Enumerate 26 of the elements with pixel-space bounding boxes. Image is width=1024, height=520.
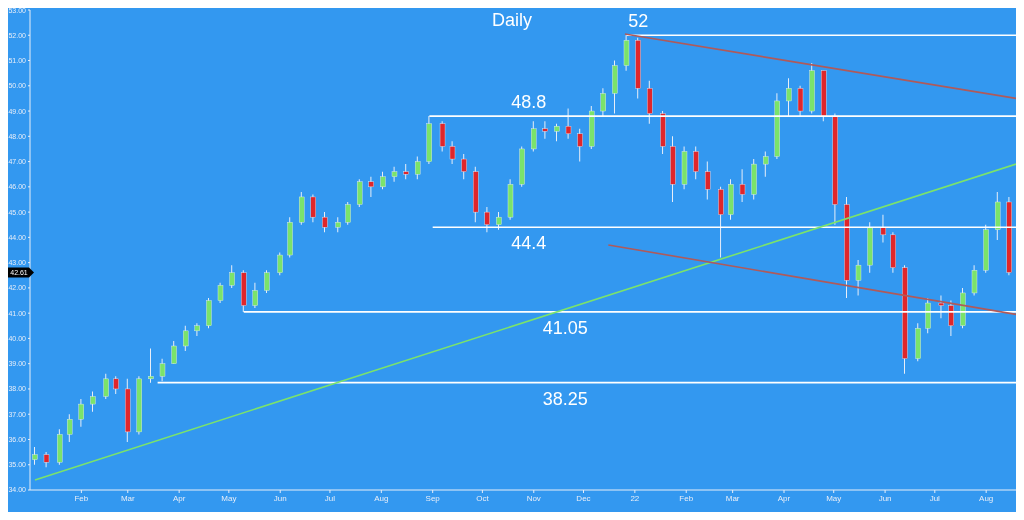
x-tick-label: Mar (120, 493, 135, 503)
series-label: 38.25 (542, 388, 588, 409)
series-label: 44.4 (511, 233, 547, 254)
x-tick-label: Apr (777, 493, 791, 503)
x-tick-label: Jul (324, 493, 336, 503)
x-tick-label: Sep (425, 493, 441, 503)
x-tick-label: May (221, 493, 237, 503)
x-tick-label: Mar (725, 493, 740, 503)
x-tick-label: Dec (576, 493, 591, 503)
x-tick-label: Jun (878, 493, 892, 503)
candlestick (148, 348, 154, 383)
x-tick-label: May (826, 493, 842, 503)
series-label: 41.05 (542, 317, 588, 338)
x-tick-label: Jul (929, 493, 941, 503)
chart-title: Daily (491, 10, 532, 30)
x-tick-label: Aug (374, 493, 389, 503)
series-label: 52 (628, 11, 649, 32)
x-tick-label: 22 (630, 493, 640, 503)
series-label: 48.8 (511, 92, 547, 113)
x-tick-label: Nov (526, 493, 541, 503)
x-tick-label: Feb (679, 493, 694, 503)
x-tick-label: Aug (979, 493, 994, 503)
x-tick-label: Feb (74, 493, 89, 503)
x-tick-label: Oct (476, 493, 490, 503)
x-tick-label: Jun (273, 493, 287, 503)
x-tick-label: Apr (172, 493, 186, 503)
